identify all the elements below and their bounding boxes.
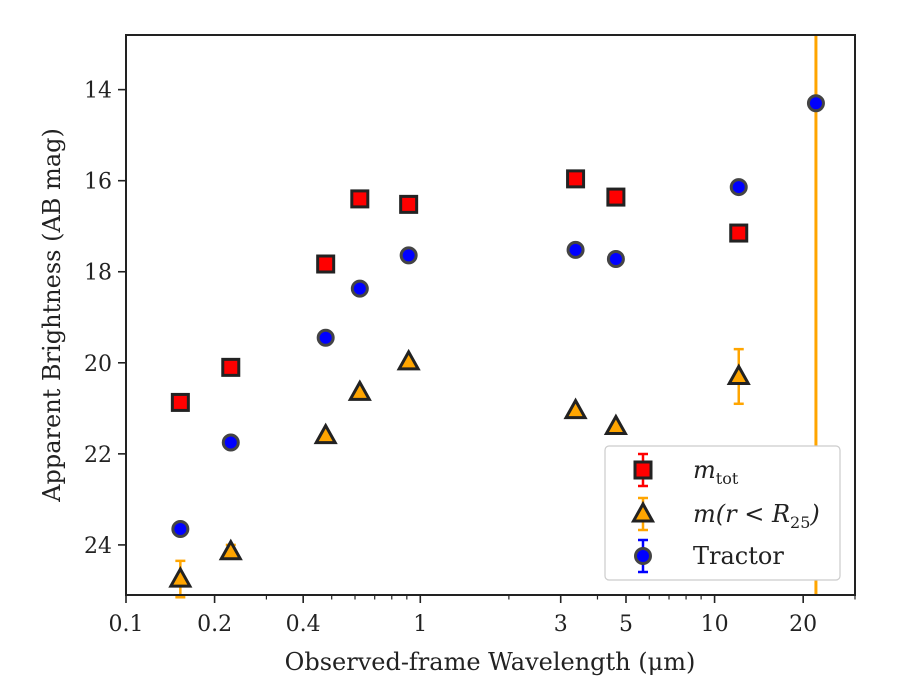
legend: mtot m(r < R25) Tractor [604,445,841,581]
axis-ticks [118,88,856,603]
y-tick-label: 18 [84,261,112,286]
x-tick-label: 0.2 [197,612,232,637]
point-mr25 [347,379,372,401]
x-axis-label: Observed-frame Wavelength (μm) [285,648,696,676]
point-mtot [350,189,370,209]
data-markers [168,94,825,588]
point-mtot [729,223,749,243]
y-tick-label: 16 [84,170,112,195]
legend-marker-mtot [633,460,653,480]
tick-labels: 0.1 0.2 0.4 1 3 5 10 20 14 16 18 20 22 24 [84,79,817,637]
y-tick-label: 20 [84,352,112,377]
x-tick-label: 10 [701,612,729,637]
point-mr25 [168,565,193,588]
y-axis-label: Apparent Brightness (AB mag) [38,128,66,503]
legend-marker-mr25 [630,500,656,523]
legend-label-mr25: m(r < R25) [693,500,820,532]
point-mtot [170,392,190,412]
point-mr25 [603,413,628,436]
point-tractor [171,519,190,538]
x-tick-label: 20 [789,612,817,637]
point-mr25 [726,363,751,385]
point-tractor [221,433,240,452]
point-mr25 [396,348,421,371]
x-tick-label: 3 [554,612,568,637]
point-mr25 [313,422,338,445]
y-tick-label: 14 [84,79,112,104]
point-mtot [316,254,336,274]
point-tractor [316,328,335,347]
y-tick-label: 24 [84,534,112,559]
point-tractor [399,246,418,265]
x-tick-label: 0.1 [109,612,144,637]
point-tractor [606,250,625,268]
x-tick-label: 1 [413,612,427,637]
point-mr25 [563,397,588,420]
point-mtot [221,357,241,377]
point-mtot [399,194,419,214]
point-mtot [606,187,626,207]
y-tick-label: 22 [84,443,112,468]
point-tractor [806,94,825,113]
legend-box [604,445,841,581]
x-tick-label: 5 [619,612,633,637]
point-mtot [566,169,586,189]
point-tractor [729,178,748,197]
point-tractor [350,279,369,298]
x-tick-label: 0.4 [286,612,321,637]
legend-marker-tractor [634,547,652,565]
point-mr25 [218,538,243,561]
legend-label-mtot: mtot [693,456,739,488]
point-tractor [566,240,585,259]
plot-frame [125,34,856,596]
legend-label-tractor: Tractor [693,542,784,570]
legend-items: mtot m(r < R25) Tractor [630,452,820,574]
